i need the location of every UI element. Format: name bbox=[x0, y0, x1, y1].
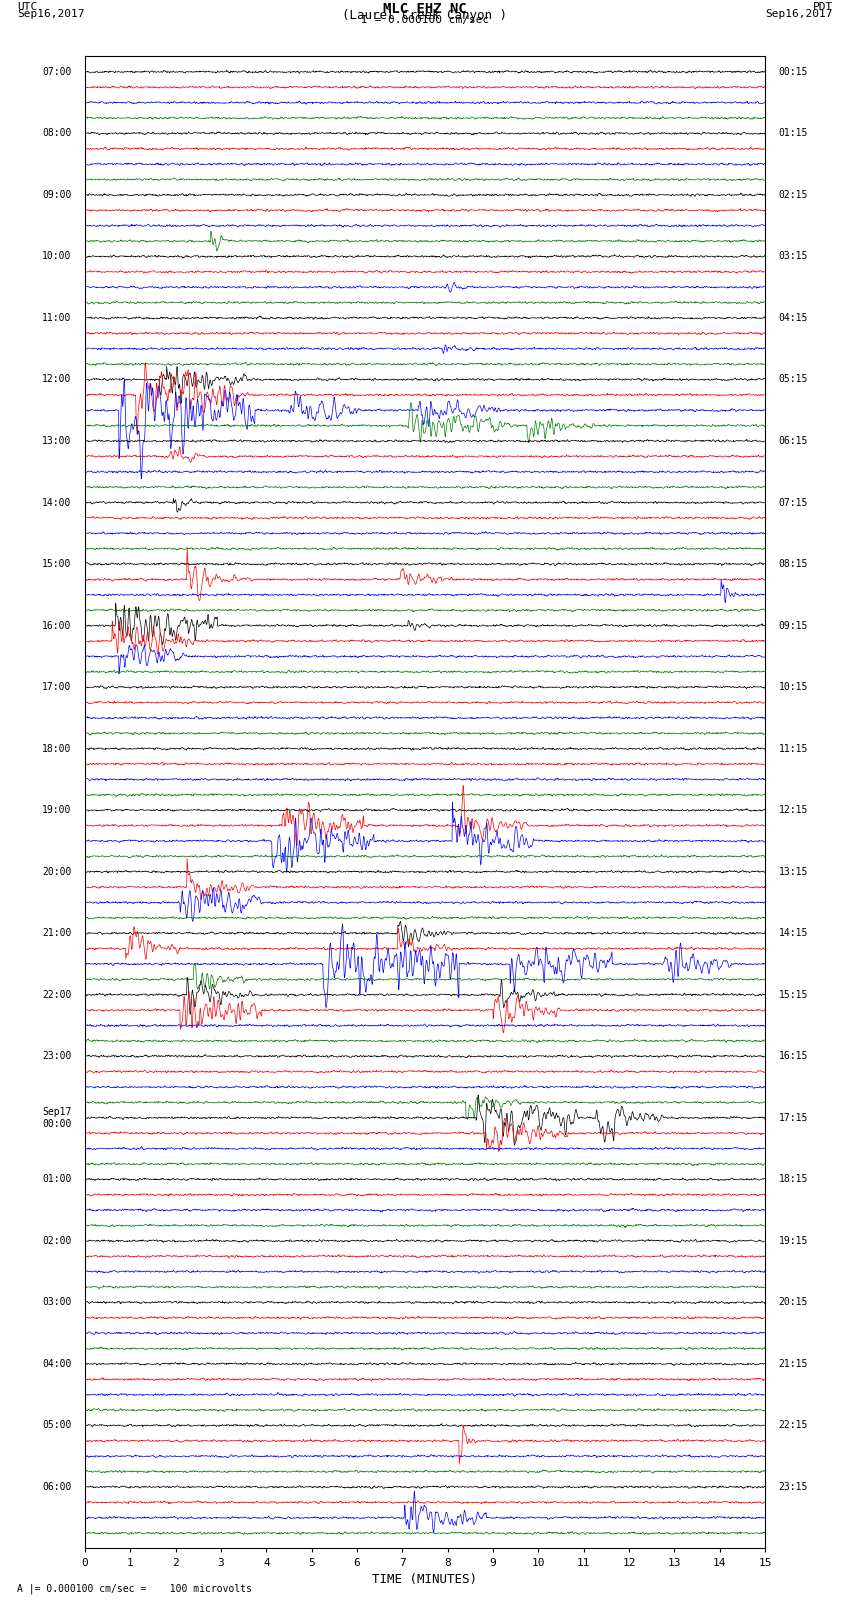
Text: 13:00: 13:00 bbox=[42, 436, 71, 447]
Text: 16:00: 16:00 bbox=[42, 621, 71, 631]
Text: 15:15: 15:15 bbox=[779, 990, 808, 1000]
Text: 18:00: 18:00 bbox=[42, 744, 71, 753]
Text: 20:00: 20:00 bbox=[42, 866, 71, 877]
Text: Sep17
00:00: Sep17 00:00 bbox=[42, 1107, 71, 1129]
Text: 08:15: 08:15 bbox=[779, 560, 808, 569]
Text: 05:00: 05:00 bbox=[42, 1421, 71, 1431]
Text: 00:15: 00:15 bbox=[779, 66, 808, 77]
Text: 10:00: 10:00 bbox=[42, 252, 71, 261]
Text: 11:00: 11:00 bbox=[42, 313, 71, 323]
Text: 01:15: 01:15 bbox=[779, 129, 808, 139]
Text: 22:00: 22:00 bbox=[42, 990, 71, 1000]
Text: 04:15: 04:15 bbox=[779, 313, 808, 323]
Text: 14:15: 14:15 bbox=[779, 927, 808, 939]
Text: 19:15: 19:15 bbox=[779, 1236, 808, 1245]
Text: 22:15: 22:15 bbox=[779, 1421, 808, 1431]
Text: I = 0.000100 cm/sec: I = 0.000100 cm/sec bbox=[361, 16, 489, 26]
Text: 16:15: 16:15 bbox=[779, 1052, 808, 1061]
Text: 20:15: 20:15 bbox=[779, 1297, 808, 1308]
Text: UTC: UTC bbox=[17, 3, 37, 13]
X-axis label: TIME (MINUTES): TIME (MINUTES) bbox=[372, 1573, 478, 1586]
Text: 23:00: 23:00 bbox=[42, 1052, 71, 1061]
Text: 09:00: 09:00 bbox=[42, 190, 71, 200]
Text: MLC EHZ NC: MLC EHZ NC bbox=[383, 3, 467, 16]
Text: 14:00: 14:00 bbox=[42, 497, 71, 508]
Text: PDT: PDT bbox=[813, 3, 833, 13]
Text: Sep16,2017: Sep16,2017 bbox=[766, 10, 833, 19]
Text: 11:15: 11:15 bbox=[779, 744, 808, 753]
Text: 17:15: 17:15 bbox=[779, 1113, 808, 1123]
Text: 12:15: 12:15 bbox=[779, 805, 808, 815]
Text: (Laurel Creek Canyon ): (Laurel Creek Canyon ) bbox=[343, 10, 507, 23]
Text: 01:00: 01:00 bbox=[42, 1174, 71, 1184]
Text: 07:00: 07:00 bbox=[42, 66, 71, 77]
Text: Sep16,2017: Sep16,2017 bbox=[17, 10, 84, 19]
Text: 19:00: 19:00 bbox=[42, 805, 71, 815]
Text: A |= 0.000100 cm/sec =    100 microvolts: A |= 0.000100 cm/sec = 100 microvolts bbox=[17, 1582, 252, 1594]
Text: 02:00: 02:00 bbox=[42, 1236, 71, 1245]
Text: 06:00: 06:00 bbox=[42, 1482, 71, 1492]
Text: 04:00: 04:00 bbox=[42, 1358, 71, 1369]
Text: 12:00: 12:00 bbox=[42, 374, 71, 384]
Text: 07:15: 07:15 bbox=[779, 497, 808, 508]
Text: 02:15: 02:15 bbox=[779, 190, 808, 200]
Text: 08:00: 08:00 bbox=[42, 129, 71, 139]
Text: 17:00: 17:00 bbox=[42, 682, 71, 692]
Text: 13:15: 13:15 bbox=[779, 866, 808, 877]
Text: 03:15: 03:15 bbox=[779, 252, 808, 261]
Text: 05:15: 05:15 bbox=[779, 374, 808, 384]
Text: 15:00: 15:00 bbox=[42, 560, 71, 569]
Text: 23:15: 23:15 bbox=[779, 1482, 808, 1492]
Text: 03:00: 03:00 bbox=[42, 1297, 71, 1308]
Text: 21:15: 21:15 bbox=[779, 1358, 808, 1369]
Text: 21:00: 21:00 bbox=[42, 927, 71, 939]
Text: 10:15: 10:15 bbox=[779, 682, 808, 692]
Text: 18:15: 18:15 bbox=[779, 1174, 808, 1184]
Text: 09:15: 09:15 bbox=[779, 621, 808, 631]
Text: 06:15: 06:15 bbox=[779, 436, 808, 447]
